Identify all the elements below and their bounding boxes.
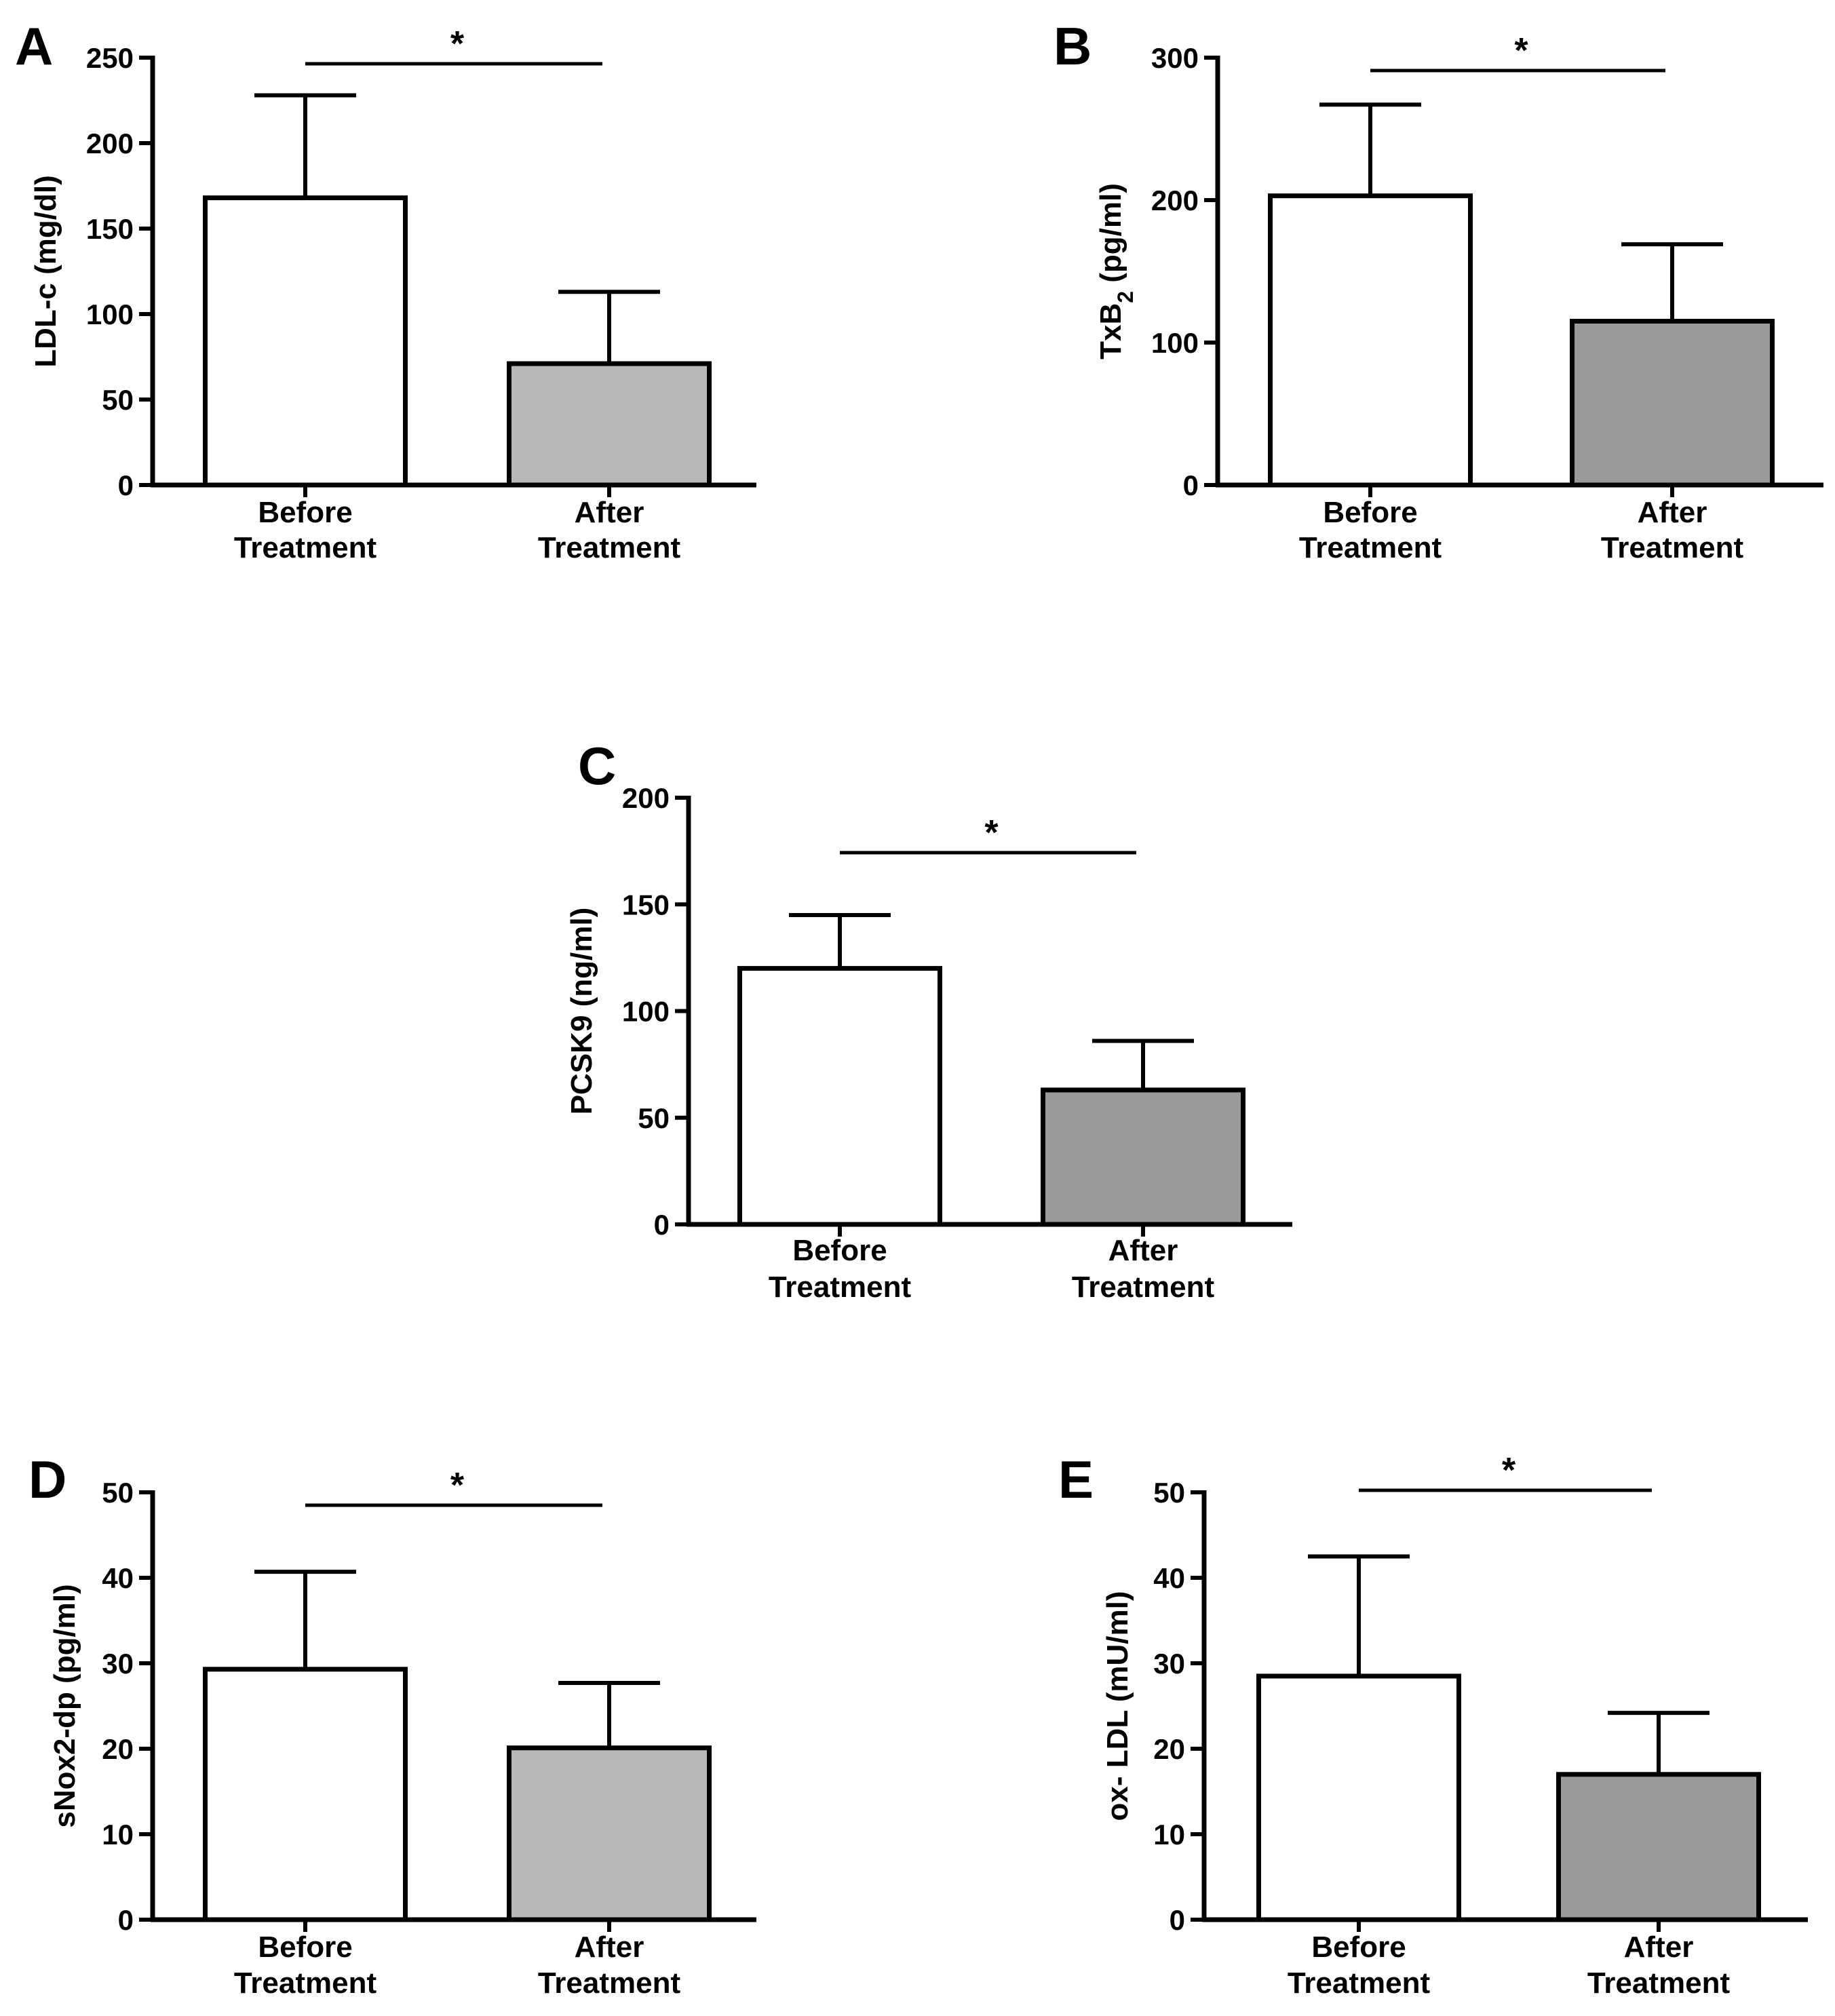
- y-tick-label: 30: [102, 1648, 134, 1680]
- chart-panel-b: BBeforeTreatmentAfterTreatment0100200300…: [1054, 16, 1823, 564]
- category-label: After: [1638, 496, 1707, 529]
- y-tick-label: 100: [1151, 327, 1199, 359]
- bar-before: [203, 1667, 408, 1922]
- y-tick-label: 0: [1183, 469, 1199, 501]
- category-label: Before: [1323, 496, 1417, 529]
- bar-after: [507, 361, 712, 488]
- y-tick-label: 20: [102, 1733, 134, 1765]
- bar-before: [1268, 193, 1473, 488]
- y-tick-label: 0: [118, 1904, 134, 1936]
- category-label: Treatment: [538, 1966, 681, 2000]
- category-label: After: [575, 496, 644, 529]
- y-tick-label: 10: [102, 1819, 134, 1850]
- category-label: Treatment: [1587, 1966, 1731, 2000]
- y-axis-label: ox- LDL (mU/ml): [1101, 1591, 1134, 1821]
- panel-letter: B: [1054, 16, 1092, 76]
- category-label: Treatment: [769, 1271, 912, 1304]
- significance-marker: *: [984, 813, 999, 853]
- y-tick-label: 300: [1151, 42, 1199, 74]
- category-label: After: [575, 1931, 644, 1964]
- y-axis-label: TxB2 (pg/ml): [1094, 183, 1138, 360]
- category-label: Before: [258, 1931, 352, 1964]
- category-label: Before: [1311, 1931, 1406, 1964]
- chart-panel-c: C Before Treatment After Treatment 0 50 100 150 2…: [565, 736, 1292, 1304]
- y-tick-label: 200: [622, 782, 670, 814]
- y-tick-label: 0: [118, 469, 134, 501]
- category-label: After: [1624, 1931, 1694, 1964]
- y-tick-label: 50: [102, 1477, 134, 1509]
- category-label: Treatment: [1072, 1271, 1215, 1304]
- y-tick-label: 100: [86, 298, 134, 330]
- y-tick-label: 150: [86, 213, 134, 245]
- chart-panel-a: ABeforeTreatmentAfterTreatment0501001502…: [15, 16, 756, 564]
- bar-after: [1041, 1087, 1245, 1227]
- panel-letter: E: [1058, 1450, 1094, 1509]
- y-tick-label: 50: [102, 384, 134, 416]
- significance-marker: *: [1502, 1451, 1516, 1490]
- chart-panel-e: EBeforeTreatmentAfterTreatment0102030405…: [1058, 1450, 1808, 2000]
- category-label: Treatment: [1288, 1966, 1431, 2000]
- category-label: Before: [258, 496, 352, 529]
- category-label: After: [1108, 1234, 1178, 1267]
- category-label: Treatment: [538, 531, 681, 564]
- category-label: Treatment: [1299, 531, 1442, 564]
- y-tick-label: 250: [86, 42, 134, 74]
- y-tick-label: 20: [1153, 1733, 1185, 1765]
- y-axis-label: sNox2-dp (pg/ml): [48, 1584, 81, 1827]
- bar-before: [1256, 1673, 1461, 1922]
- y-axis-label: PCSK9 (ng/ml): [565, 908, 598, 1115]
- y-tick-label: 200: [86, 128, 134, 159]
- significance-marker: *: [450, 1466, 465, 1505]
- category-label: Treatment: [234, 1966, 377, 2000]
- bar-after: [507, 1745, 712, 1922]
- category-label: Treatment: [1601, 531, 1744, 564]
- y-tick-label: 50: [638, 1102, 670, 1134]
- bar-after: [1556, 1772, 1761, 1922]
- panel-letter: A: [15, 16, 53, 76]
- y-tick-label: 40: [1153, 1562, 1185, 1594]
- y-tick-label: 30: [1153, 1648, 1185, 1680]
- y-tick-label: 200: [1151, 185, 1199, 216]
- y-tick-label: 50: [1153, 1477, 1185, 1509]
- y-axis-label: LDL-c (mg/dl): [29, 175, 62, 368]
- y-tick-label: 10: [1153, 1819, 1185, 1850]
- bar-before: [737, 966, 942, 1227]
- y-tick-label: 100: [622, 996, 670, 1028]
- significance-marker: *: [1514, 31, 1528, 71]
- y-tick-label: 0: [1170, 1904, 1185, 1936]
- y-tick-label: 40: [102, 1562, 134, 1594]
- bar-after: [1570, 319, 1775, 488]
- significance-marker: *: [450, 24, 465, 64]
- y-tick-label: 0: [654, 1209, 670, 1241]
- bar-before: [203, 195, 408, 488]
- y-tick-label: 150: [622, 889, 670, 920]
- panel-letter: D: [28, 1450, 66, 1509]
- category-label: Before: [792, 1234, 887, 1267]
- category-label: Treatment: [234, 531, 377, 564]
- panel-letter: C: [578, 736, 616, 796]
- chart-panel-d: DBeforeTreatmentAfterTreatment0102030405…: [28, 1450, 756, 2000]
